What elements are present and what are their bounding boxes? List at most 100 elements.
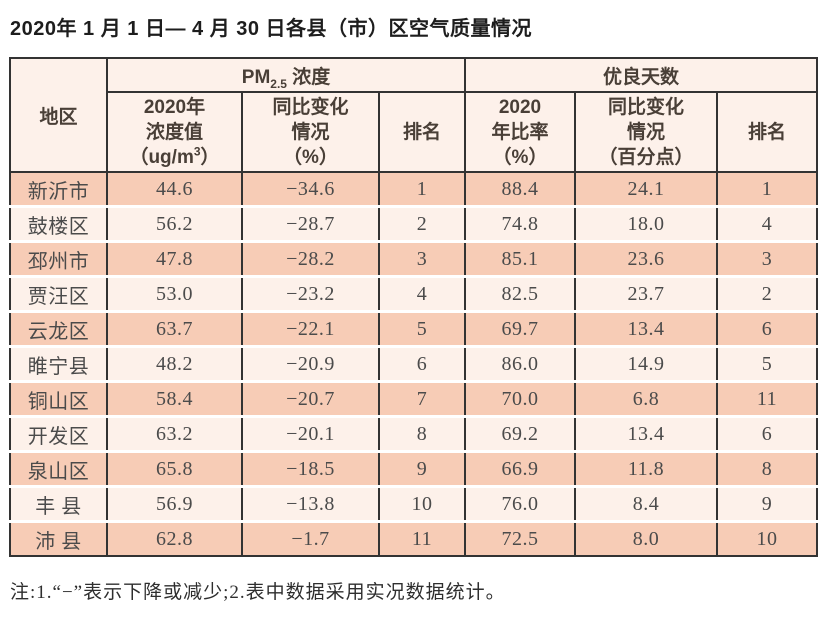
pm-value-cell: 56.2	[106, 205, 242, 242]
air-quality-table: 地区 PM2.5 浓度 优良天数 2020年 浓度值 （ug/m3） 同比变化 …	[9, 57, 819, 557]
good-ratio-cell: 74.8	[464, 205, 575, 242]
pm-rank-cell: 1	[378, 172, 465, 207]
good-ratio-cell: 76.0	[464, 485, 575, 522]
region-cell: 开发区	[9, 415, 107, 452]
good-change-cell: 6.8	[574, 380, 717, 417]
table-row: 邳州市 47.8 −28.2 3 85.1 23.6 3	[9, 240, 818, 277]
good-change-cell: 23.6	[574, 240, 717, 277]
table-row: 睢宁县 48.2 −20.9 6 86.0 14.9 5	[9, 345, 818, 382]
good-rank-cell: 10	[715, 520, 818, 556]
table-row: 贾汪区 53.0 −23.2 4 82.5 23.7 2	[9, 275, 818, 312]
pm-value-cell: 48.2	[106, 345, 242, 382]
pm-rank-cell: 4	[378, 275, 465, 312]
good-ratio-header-line3: （%）	[492, 146, 548, 168]
group-header-row: 地区 PM2.5 浓度 优良天数	[9, 58, 818, 173]
pm25-label-prefix: PM	[241, 66, 271, 88]
cubic-superscript: 3	[193, 144, 201, 159]
good-ratio-cell: 69.2	[464, 415, 575, 452]
pm-rank-cell: 5	[378, 310, 465, 347]
pm-rank-cell: 10	[378, 485, 465, 522]
table-row: 云龙区 63.7 −22.1 5 69.7 13.4 6	[9, 310, 818, 347]
pm-change-cell: −34.6	[241, 172, 379, 207]
good-rank-cell: 4	[715, 205, 818, 242]
good-rank-cell: 3	[715, 240, 818, 277]
pm-change-cell: −18.5	[241, 450, 379, 487]
pm-rank-cell: 8	[378, 415, 465, 452]
pm-change-header-line1: 同比变化	[272, 96, 349, 118]
pm-value-header-unit: （ug/m3）	[129, 144, 220, 168]
good-change-cell: 13.4	[574, 310, 717, 347]
table-row: 丰 县 56.9 −13.8 10 76.0 8.4 9	[9, 485, 818, 522]
good-change-cell: 14.9	[574, 345, 717, 382]
table-row: 泉山区 65.8 −18.5 9 66.9 11.8 8	[9, 450, 818, 487]
pm-value-cell: 47.8	[106, 240, 242, 277]
pm-change-cell: −1.7	[241, 520, 379, 556]
pm-rank-cell: 11	[378, 520, 465, 556]
region-cell: 铜山区	[9, 380, 107, 417]
pm-value-column-header: 2020年 浓度值 （ug/m3）	[106, 92, 242, 173]
good-rank-cell: 6	[715, 310, 818, 347]
region-cell: 云龙区	[9, 310, 107, 347]
pm-value-cell: 56.9	[106, 485, 242, 522]
pm-value-cell: 44.6	[106, 172, 242, 207]
table-row: 铜山区 58.4 −20.7 7 70.0 6.8 11	[9, 380, 818, 417]
region-cell: 丰 县	[9, 485, 107, 522]
page: 2020年 1 月 1 日— 4 月 30 日各县（市）区空气质量情况 地区 P…	[0, 12, 825, 620]
good-ratio-cell: 86.0	[464, 345, 575, 382]
pm-change-cell: −28.7	[241, 205, 379, 242]
good-change-cell: 24.1	[574, 172, 717, 207]
good-change-cell: 18.0	[574, 205, 717, 242]
sub-header-row: 2020年 浓度值 （ug/m3） 同比变化 情况 （%） 排名 2020 年比…	[10, 92, 818, 173]
good-change-column-header: 同比变化 情况 （百分点）	[574, 92, 717, 173]
region-cell: 新沂市	[9, 172, 107, 207]
region-cell: 邳州市	[9, 240, 107, 277]
good-change-cell: 11.8	[574, 450, 717, 487]
good-rank-cell: 2	[715, 275, 818, 312]
pm-rank-cell: 6	[378, 345, 465, 382]
pm-value-cell: 65.8	[106, 450, 242, 487]
good-rank-cell: 6	[715, 415, 818, 452]
pm-change-cell: −22.1	[241, 310, 379, 347]
pm-change-cell: −20.1	[241, 415, 379, 452]
good-change-cell: 23.7	[574, 275, 717, 312]
pm-change-cell: −23.2	[241, 275, 379, 312]
pm-value-cell: 63.7	[106, 310, 242, 347]
table-row: 鼓楼区 56.2 −28.7 2 74.8 18.0 4	[9, 205, 818, 242]
good-rank-cell: 11	[715, 380, 818, 417]
pm-rank-cell: 7	[378, 380, 465, 417]
good-ratio-cell: 85.1	[464, 240, 575, 277]
region-cell: 贾汪区	[9, 275, 107, 312]
pm-rank-cell: 2	[378, 205, 465, 242]
region-column-header: 地区	[9, 58, 107, 173]
good-rank-cell: 8	[715, 450, 818, 487]
table-body: 新沂市 44.6 −34.6 1 88.4 24.1 1 鼓楼区 56.2 −2…	[9, 172, 818, 556]
good-change-header-line2: 情况	[626, 121, 665, 143]
pm-value-cell: 62.8	[106, 520, 242, 556]
pm25-group-header: PM2.5 浓度	[106, 58, 465, 93]
good-change-cell: 13.4	[574, 415, 717, 452]
region-cell: 沛 县	[9, 520, 107, 556]
good-rank-cell: 9	[715, 485, 818, 522]
pm-change-cell: −20.7	[241, 380, 379, 417]
pm-change-column-header: 同比变化 情况 （%）	[241, 92, 379, 173]
table-header: 地区 PM2.5 浓度 优良天数 2020年 浓度值 （ug/m3） 同比变化 …	[9, 58, 818, 173]
footnote: 注:1.“−”表示下降或减少;2.表中数据采用实况数据统计。	[10, 582, 506, 603]
good-ratio-column-header: 2020 年比率 （%）	[464, 92, 575, 173]
region-cell: 鼓楼区	[9, 205, 107, 242]
pm-value-header-line1: 2020年	[143, 96, 206, 118]
table-row: 新沂市 44.6 −34.6 1 88.4 24.1 1	[9, 172, 818, 207]
good-ratio-cell: 82.5	[464, 275, 575, 312]
pm-change-header-line3: （%）	[283, 146, 338, 168]
good-days-group-header: 优良天数	[463, 58, 818, 93]
good-ratio-cell: 70.0	[464, 380, 575, 417]
page-title: 2020年 1 月 1 日— 4 月 30 日各县（市）区空气质量情况	[10, 18, 533, 40]
good-ratio-header-line1: 2020	[498, 96, 542, 118]
pm-value-cell: 63.2	[106, 415, 242, 452]
good-change-cell: 8.4	[574, 485, 717, 522]
good-rank-cell: 5	[715, 345, 818, 382]
good-rank-column-header: 排名	[715, 92, 818, 173]
pm25-label-subscript: 2.5	[270, 76, 287, 91]
pm-rank-cell: 9	[378, 450, 465, 487]
good-ratio-header-line2: 年比率	[491, 121, 549, 143]
pm-rank-cell: 3	[378, 240, 465, 277]
